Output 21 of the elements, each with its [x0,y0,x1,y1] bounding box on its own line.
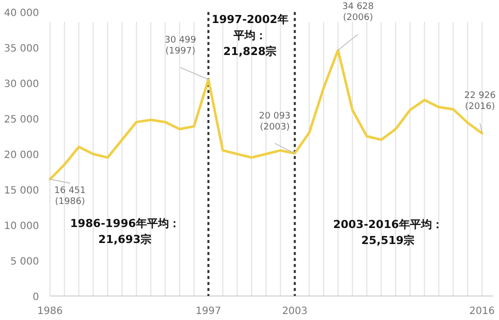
x-tick-label: 1997 [196,306,222,317]
annotation: 20 093 (2003) [259,111,291,132]
y-tick-label: 40 000 [4,8,39,19]
y-tick-label: 0 [32,292,39,303]
annotation: 34 628 (2006) [342,2,374,24]
x-tick-label: 2016 [469,306,495,317]
x-tick-label: 2003 [282,306,308,317]
y-tick-label: 30 000 [4,79,39,90]
annotation: 1997-2002年平均： 21,828宗 [210,12,290,60]
y-tick-label: 25 000 [4,114,39,126]
annotation: 30 499 (1997) [164,35,196,56]
y-tick-label: 35 000 [4,44,39,54]
x-tick-label: 1986 [37,306,63,317]
y-tick-label: 15 000 [4,186,39,196]
annotation: 1986-1996年平均： 21,693宗 [69,216,181,248]
y-tick-label: 20 000 [4,150,39,161]
annotation: 2003-2016年平均： 25,519宗 [332,217,444,249]
annotation: 22 926 (2016) [464,91,496,112]
annotation: 16 451 (1986) [54,186,86,208]
y-tick-label: 10 000 [4,221,39,232]
y-tick-label: 5 000 [10,256,39,268]
